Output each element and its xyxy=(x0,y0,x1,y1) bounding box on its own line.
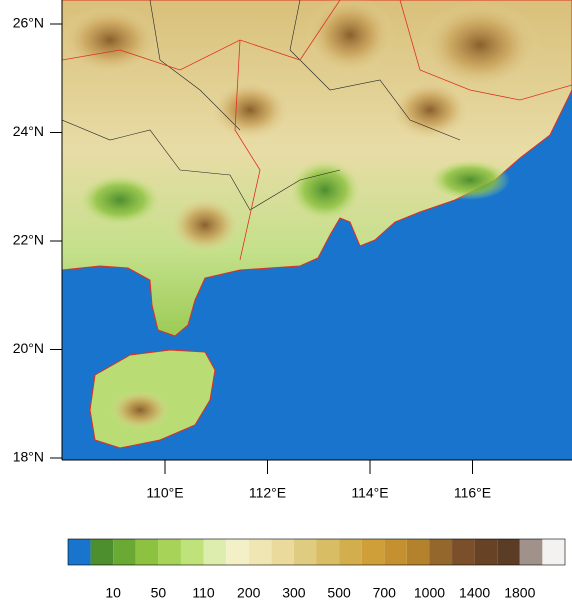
colorbar-box xyxy=(271,539,294,565)
lat-label: 22°N xyxy=(13,232,44,248)
colorbar-box xyxy=(452,539,475,565)
colorbar-box xyxy=(316,539,340,565)
colorbar-box xyxy=(248,539,272,565)
lon-label: 112°E xyxy=(249,485,286,501)
colorbar-box xyxy=(226,539,249,565)
lon-label: 114°E xyxy=(351,485,388,501)
colorbar-box xyxy=(384,539,407,565)
lat-label: 18°N xyxy=(13,449,44,465)
lon-label: 116°E xyxy=(454,485,491,501)
colorbar-box xyxy=(497,539,520,565)
colorbar-box xyxy=(68,539,91,565)
colorbar-box xyxy=(519,539,543,565)
colorbar-label: 200 xyxy=(237,585,261,601)
province-borders xyxy=(62,0,572,261)
colorbar-box xyxy=(203,539,227,565)
colorbar-box xyxy=(135,539,159,565)
colorbar-label: 1400 xyxy=(459,585,490,601)
colorbar: 10 50 110 200 300 500 700 1000 1400 1800 xyxy=(67,538,566,601)
colorbar-box xyxy=(113,539,136,565)
lat-label: 20°N xyxy=(13,340,44,356)
colorbar-box xyxy=(406,539,430,565)
lat-label: 24°N xyxy=(13,123,44,139)
colorbar-box xyxy=(429,539,453,565)
colorbar-label: 1000 xyxy=(414,585,445,601)
colorbar-box xyxy=(158,539,181,565)
colorbar-box xyxy=(180,539,204,565)
lon-label: 110°E xyxy=(146,485,183,501)
colorbar-box xyxy=(542,539,565,565)
colorbar-label: 300 xyxy=(282,585,306,601)
colorbar-label: 500 xyxy=(327,585,351,601)
colorbar-label: 50 xyxy=(151,585,167,601)
colorbar-box xyxy=(339,539,362,565)
colorbar-label: 1800 xyxy=(504,585,535,601)
colorbar-box xyxy=(361,539,385,565)
ticks: 26°N 24°N 22°N 20°N 18°N 110°E 112°E 114°E 116°E xyxy=(13,15,491,501)
colorbar-label: 10 xyxy=(105,585,121,601)
lat-label: 26°N xyxy=(13,15,44,31)
colorbar-label: 110 xyxy=(192,585,215,601)
colorbar-label: 700 xyxy=(373,585,397,601)
map-area xyxy=(62,0,572,460)
colorbar-box xyxy=(90,539,114,565)
boundaries xyxy=(62,0,461,211)
colorbar-box xyxy=(474,539,498,565)
colorbar-box xyxy=(293,539,317,565)
colorbar-frame xyxy=(67,538,566,566)
